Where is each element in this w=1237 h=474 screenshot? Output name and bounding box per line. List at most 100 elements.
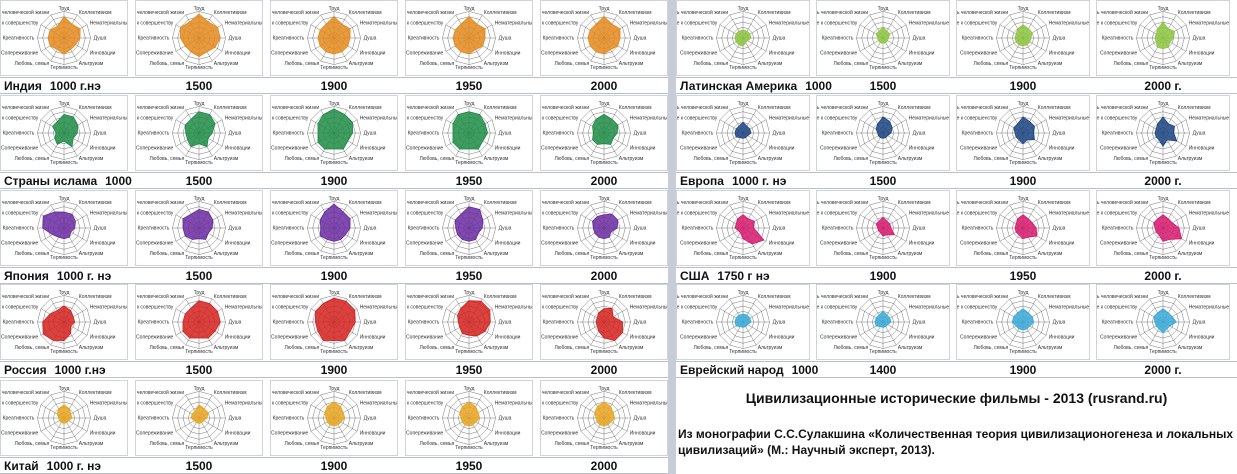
region-label: Индия (4, 79, 42, 93)
radar-series (875, 216, 896, 237)
axis-label: Труд (464, 101, 475, 107)
axis-label: Инновации (90, 50, 116, 56)
axis-label: Сопереживание (680, 145, 717, 151)
axis-label: Любовь, семья (419, 61, 454, 67)
axis-label: Альтруизм (349, 345, 374, 351)
radar-svg: Труд Коллективизм Нематериальные ценности Д… (677, 101, 809, 166)
axis-label: Ценность человеческой жизни (136, 293, 184, 300)
axis-label: Коллективизм (1038, 200, 1071, 206)
axis-label: Стремление к совершенству (1097, 211, 1138, 217)
axis-label: Любовь, семья (693, 345, 728, 351)
radar-svg: Труд Коллективизм Нематериальные ценности Д… (957, 6, 1089, 71)
axis-label: Альтруизм (1178, 251, 1203, 257)
axis-label: Альтруизм (619, 345, 644, 351)
chart-strip: Труд Коллективизм Нематериальные ценности Д… (0, 284, 668, 360)
axis-label: Креативность (408, 131, 440, 137)
label-strip: Страны ислама 1000 1500 1900 1950 2000 (0, 172, 668, 189)
axis-label: Сопереживание (406, 334, 443, 340)
axis-label: Стремление к совершенству (957, 21, 998, 27)
axis-label: Любовь, семья (284, 441, 319, 447)
axis-label: Креативность (138, 226, 170, 232)
axis-label: Нематериальные ценности (90, 305, 127, 311)
axis-label: Любовь, семья (973, 345, 1008, 351)
axis-label: Креативность (408, 416, 440, 422)
axis-label: Сопереживание (1100, 240, 1137, 246)
axis-label: Терпимость (729, 349, 757, 355)
axis-label: Инновации (360, 50, 386, 56)
axis-label: Инновации (769, 240, 795, 246)
axis-label: Сопереживание (1100, 145, 1137, 151)
axis-label: Коллективизм (79, 10, 112, 16)
label-strip: Латинская Америка 1000 1500 1900 2000 г. (676, 77, 1237, 94)
axis-label: Душа (1053, 36, 1066, 42)
axis-label: Альтруизм (214, 345, 239, 351)
axis-label: Терпимость (869, 160, 897, 166)
axis-label: Ценность человеческой жизни (677, 104, 728, 111)
axis-label: Креативность (543, 226, 575, 232)
axis-label: Альтруизм (1038, 156, 1063, 162)
axis-label: Инновации (225, 430, 251, 436)
axis-label: Коллективизм (898, 294, 931, 300)
chart-strip: Труд Коллективизм Нематериальные ценности Д… (0, 0, 668, 76)
axis-label: Труд (738, 101, 749, 107)
axis-label: Нематериальные ценности (1189, 305, 1229, 311)
axis-label: Терпимость (1009, 65, 1037, 71)
region-row: Труд Коллективизм Нематериальные ценности Д… (676, 284, 1237, 378)
axis-label: Альтруизм (1178, 156, 1203, 162)
region-label: Россия (4, 363, 47, 377)
axis-label: Душа (634, 320, 647, 326)
radar-series (454, 206, 484, 242)
axis-label: Коллективизм (484, 105, 517, 111)
axis-label: Ценность человеческой жизни (1097, 104, 1148, 111)
radar-chart: Труд Коллективизм Нематериальные ценности Д… (676, 190, 810, 266)
axis-label: Нематериальные ценности (630, 116, 667, 122)
radar-svg: Труд Коллективизм Нематериальные ценности Д… (136, 386, 262, 451)
region-row: Труд Коллективизм Нематериальные ценности Д… (0, 190, 668, 284)
axis-label: Стремление к совершенству (136, 21, 174, 27)
axis-label: Ценность человеческой жизни (957, 9, 1008, 16)
axis-label: Инновации (630, 50, 656, 56)
period-label: 1500 (185, 174, 213, 188)
axis-label: Альтруизм (349, 441, 374, 447)
axis-label: Инновации (1189, 240, 1215, 246)
axis-label: Ценность человеческой жизни (1097, 199, 1148, 206)
axis-label: Креативность (962, 226, 994, 232)
radar-chart: Труд Коллективизм Нематериальные ценности Д… (956, 284, 1090, 360)
radar-chart: Труд Коллективизм Нематериальные ценности Д… (956, 0, 1090, 76)
axis-label: Терпимость (320, 65, 348, 71)
axis-label: Сопереживание (1, 334, 38, 340)
axis-label: Терпимость (50, 160, 78, 166)
axis-label: Коллективизм (758, 294, 791, 300)
axis-label: Терпимость (320, 349, 348, 355)
axis-label: Коллективизм (214, 105, 247, 111)
radar-series (1013, 116, 1035, 145)
axis-label: Любовь, семья (284, 251, 319, 257)
axis-label: Труд (1158, 290, 1169, 296)
axis-label: Инновации (769, 50, 795, 56)
axis-label: Сопереживание (820, 334, 857, 340)
axis-label: Сопереживание (541, 145, 578, 151)
axis-label: Креативность (822, 36, 854, 42)
radar-chart: Труд Коллективизм Нематериальные ценности Д… (816, 95, 950, 171)
axis-label: Душа (229, 320, 242, 326)
footer: Цивилизационные исторические фильмы - 20… (676, 382, 1237, 474)
axis-label: Любовь, семья (833, 61, 868, 67)
axis-label: Альтруизм (758, 345, 783, 351)
axis-label: Нематериальные ценности (769, 211, 809, 217)
radar-chart: Труд Коллективизм Нематериальные ценности Д… (1096, 95, 1230, 171)
axis-label: Нематериальные ценности (1049, 116, 1089, 122)
axis-label: Стремление к совершенству (136, 401, 174, 407)
radar-chart: Труд Коллективизм Нематериальные ценности Д… (135, 380, 263, 456)
radar-chart: Труд Коллективизм Нематериальные ценности Д… (135, 0, 263, 76)
radar-svg: Труд Коллективизм Нематериальные ценности Д… (1, 101, 127, 166)
axis-label: Труд (329, 6, 340, 12)
radar-chart: Труд Коллективизм Нематериальные ценности Д… (135, 284, 263, 360)
axis-label: Креативность (962, 131, 994, 137)
radar-chart: Труд Коллективизм Нематериальные ценности Д… (540, 380, 668, 456)
axis-label: Инновации (225, 334, 251, 340)
axis-label: Ценность человеческой жизни (271, 104, 319, 111)
axis-label: Ценность человеческой жизни (541, 9, 589, 16)
axis-label: Инновации (769, 334, 795, 340)
label-strip: Европа 1000 г. нэ 1500 1900 2000 г. (676, 172, 1237, 189)
axis-label: Труд (194, 6, 205, 12)
